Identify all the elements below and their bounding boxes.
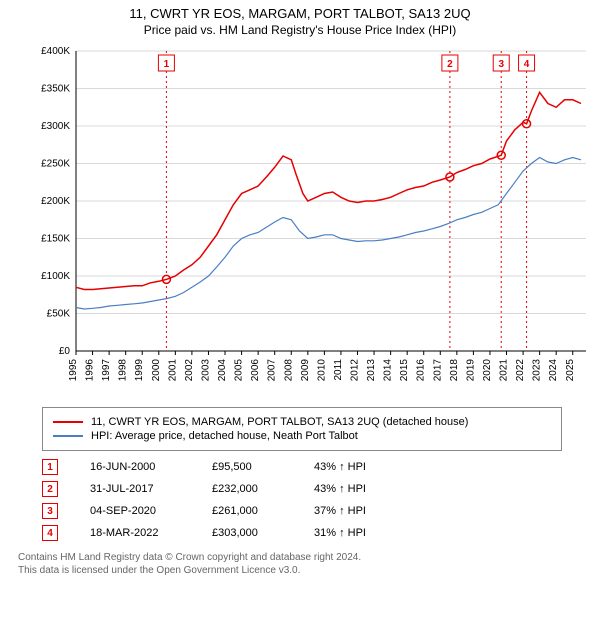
chart-title: 11, CWRT YR EOS, MARGAM, PORT TALBOT, SA… <box>8 6 592 21</box>
transaction-date: 04-SEP-2020 <box>90 505 180 517</box>
transaction-price: £261,000 <box>212 505 282 517</box>
svg-text:£250K: £250K <box>41 159 70 170</box>
chart-area: £0 £50K £100K £150K £200K £250K £300K £350K £400… <box>32 45 592 395</box>
svg-text:1: 1 <box>164 59 170 70</box>
svg-text:4: 4 <box>524 59 530 70</box>
svg-text:2010: 2010 <box>316 359 327 382</box>
transaction-vs-hpi: 43% ↑ HPI <box>314 461 404 473</box>
svg-text:1995: 1995 <box>68 359 79 382</box>
svg-text:2001: 2001 <box>167 359 178 382</box>
transaction-price: £95,500 <box>212 461 282 473</box>
legend-label: HPI: Average price, detached house, Neat… <box>91 430 358 442</box>
transaction-date: 18-MAR-2022 <box>90 527 180 539</box>
legend-item-hpi: HPI: Average price, detached house, Neat… <box>53 430 551 442</box>
svg-text:£100K: £100K <box>41 271 70 282</box>
svg-text:2019: 2019 <box>465 359 476 382</box>
transaction-vs-hpi: 43% ↑ HPI <box>314 483 404 495</box>
svg-text:2013: 2013 <box>366 359 377 382</box>
svg-text:2022: 2022 <box>515 359 526 382</box>
svg-text:2017: 2017 <box>432 359 443 382</box>
footer-line: This data is licensed under the Open Gov… <box>18 564 592 577</box>
svg-text:2009: 2009 <box>300 359 311 382</box>
legend-label: 11, CWRT YR EOS, MARGAM, PORT TALBOT, SA… <box>91 416 468 428</box>
svg-text:2006: 2006 <box>250 359 261 382</box>
svg-text:2014: 2014 <box>383 359 394 382</box>
transaction-row: 1 16-JUN-2000 £95,500 43% ↑ HPI <box>42 459 592 475</box>
transaction-row: 2 31-JUL-2017 £232,000 43% ↑ HPI <box>42 481 592 497</box>
svg-text:2: 2 <box>447 59 453 70</box>
svg-text:1998: 1998 <box>118 359 129 382</box>
footer-attribution: Contains HM Land Registry data © Crown c… <box>18 551 592 577</box>
transaction-price: £303,000 <box>212 527 282 539</box>
svg-text:£150K: £150K <box>41 234 70 245</box>
chart-subtitle: Price paid vs. HM Land Registry's House … <box>8 23 592 37</box>
svg-text:2024: 2024 <box>548 359 559 382</box>
svg-text:2018: 2018 <box>449 359 460 382</box>
svg-text:2007: 2007 <box>267 359 278 382</box>
svg-text:2003: 2003 <box>200 359 211 382</box>
svg-text:2002: 2002 <box>184 359 195 382</box>
svg-text:1996: 1996 <box>85 359 96 382</box>
svg-text:2015: 2015 <box>399 359 410 382</box>
svg-text:£350K: £350K <box>41 84 70 95</box>
transaction-marker: 3 <box>42 503 58 519</box>
svg-text:2021: 2021 <box>499 359 510 382</box>
transaction-row: 3 04-SEP-2020 £261,000 37% ↑ HPI <box>42 503 592 519</box>
svg-text:2000: 2000 <box>151 359 162 382</box>
svg-text:2008: 2008 <box>283 359 294 382</box>
transaction-date: 16-JUN-2000 <box>90 461 180 473</box>
transaction-price: £232,000 <box>212 483 282 495</box>
svg-text:2004: 2004 <box>217 359 228 382</box>
transactions-table: 1 16-JUN-2000 £95,500 43% ↑ HPI 2 31-JUL-2017… <box>42 459 592 541</box>
svg-text:3: 3 <box>498 59 504 70</box>
svg-text:£200K: £200K <box>41 196 70 207</box>
svg-text:2025: 2025 <box>565 359 576 382</box>
footer-line: Contains HM Land Registry data © Crown c… <box>18 551 592 564</box>
svg-text:£300K: £300K <box>41 121 70 132</box>
svg-text:£50K: £50K <box>47 309 71 320</box>
svg-text:2023: 2023 <box>532 359 543 382</box>
svg-text:2016: 2016 <box>416 359 427 382</box>
transaction-date: 31-JUL-2017 <box>90 483 180 495</box>
svg-text:2005: 2005 <box>234 359 245 382</box>
legend-swatch <box>53 435 83 437</box>
transaction-marker: 1 <box>42 459 58 475</box>
svg-text:1999: 1999 <box>134 359 145 382</box>
svg-text:£0: £0 <box>59 346 71 357</box>
svg-text:2020: 2020 <box>482 359 493 382</box>
svg-text:2012: 2012 <box>349 359 360 382</box>
line-chart-svg: £0 £50K £100K £150K £200K £250K £300K £350K £400… <box>32 45 592 395</box>
svg-text:1997: 1997 <box>101 359 112 382</box>
legend: 11, CWRT YR EOS, MARGAM, PORT TALBOT, SA… <box>42 407 562 451</box>
legend-item-property: 11, CWRT YR EOS, MARGAM, PORT TALBOT, SA… <box>53 416 551 428</box>
transaction-marker: 2 <box>42 481 58 497</box>
transaction-row: 4 18-MAR-2022 £303,000 31% ↑ HPI <box>42 525 592 541</box>
svg-text:2011: 2011 <box>333 359 344 381</box>
transaction-vs-hpi: 37% ↑ HPI <box>314 505 404 517</box>
transaction-vs-hpi: 31% ↑ HPI <box>314 527 404 539</box>
transaction-marker: 4 <box>42 525 58 541</box>
svg-text:£400K: £400K <box>41 46 70 57</box>
legend-swatch <box>53 421 83 423</box>
